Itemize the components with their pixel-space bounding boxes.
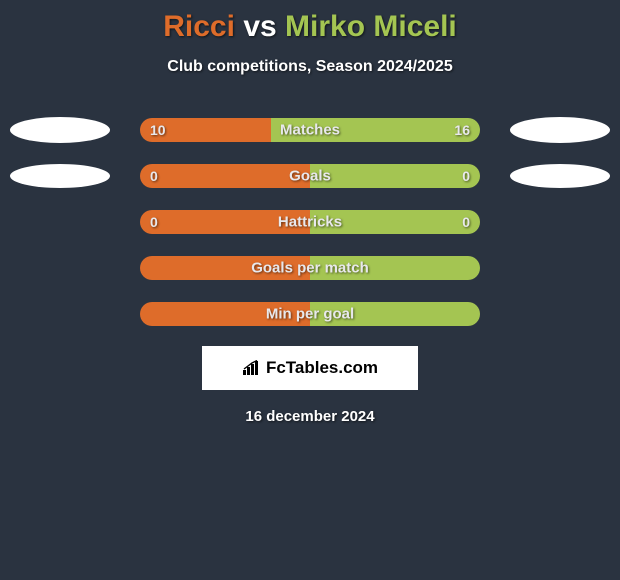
stat-bar: Hattricks 0 0 bbox=[140, 210, 480, 234]
player2-badge bbox=[510, 164, 610, 188]
stat-value-right: 0 bbox=[462, 214, 470, 230]
bar-left-segment bbox=[140, 164, 310, 188]
comparison-infographic: Ricci vs Mirko Miceli Club competitions,… bbox=[0, 0, 620, 580]
title-vs: vs bbox=[243, 10, 276, 43]
stat-value-left: 0 bbox=[150, 168, 158, 184]
stat-value-right: 0 bbox=[462, 168, 470, 184]
stat-row: Min per goal bbox=[0, 302, 620, 326]
stat-row: Hattricks 0 0 bbox=[0, 210, 620, 234]
stat-bar: Goals per match bbox=[140, 256, 480, 280]
player2-badge bbox=[510, 117, 610, 143]
logo-text: FcTables.com bbox=[266, 358, 378, 378]
date: 16 december 2024 bbox=[0, 408, 620, 425]
stat-row: Goals 0 0 bbox=[0, 164, 620, 188]
source-logo: FcTables.com bbox=[202, 346, 418, 390]
stat-value-right: 16 bbox=[454, 122, 470, 138]
title: Ricci vs Mirko Miceli bbox=[0, 0, 620, 44]
player1-badge bbox=[10, 117, 110, 143]
stat-label: Hattricks bbox=[278, 214, 342, 231]
stat-rows: Matches 10 16 Goals 0 0 Hattricks 0 0 Goals per m… bbox=[0, 118, 620, 326]
stat-label: Goals per match bbox=[251, 260, 369, 277]
chart-icon bbox=[242, 360, 262, 376]
stat-bar: Min per goal bbox=[140, 302, 480, 326]
stat-value-left: 10 bbox=[150, 122, 166, 138]
player1-badge bbox=[10, 164, 110, 188]
stat-bar: Goals 0 0 bbox=[140, 164, 480, 188]
stat-label: Matches bbox=[280, 122, 340, 139]
bar-right-segment bbox=[310, 164, 480, 188]
stat-row: Goals per match bbox=[0, 256, 620, 280]
stat-label: Min per goal bbox=[266, 306, 354, 323]
title-player1: Ricci bbox=[163, 10, 235, 43]
stat-row: Matches 10 16 bbox=[0, 118, 620, 142]
stat-label: Goals bbox=[289, 168, 331, 185]
subtitle: Club competitions, Season 2024/2025 bbox=[0, 58, 620, 76]
stat-value-left: 0 bbox=[150, 214, 158, 230]
stat-bar: Matches 10 16 bbox=[140, 118, 480, 142]
title-player2: Mirko Miceli bbox=[285, 10, 457, 43]
